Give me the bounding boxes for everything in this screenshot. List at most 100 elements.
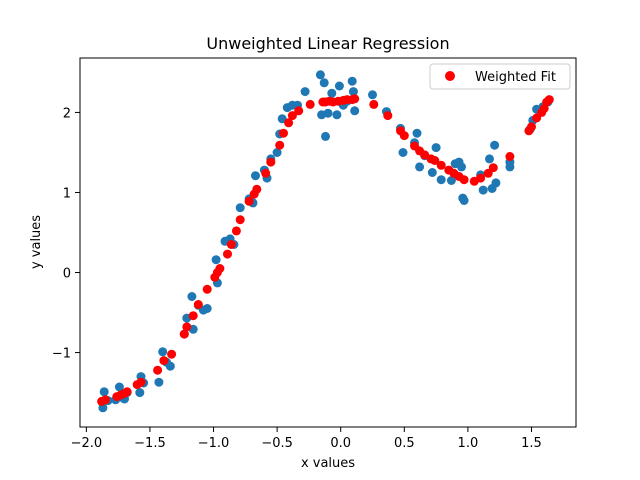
data-point <box>446 176 456 185</box>
data-point <box>305 99 315 109</box>
data-point <box>327 88 337 98</box>
data-point <box>431 143 441 153</box>
x-axis-label: x values <box>301 456 355 471</box>
data-point <box>478 185 488 195</box>
data-point <box>350 94 360 104</box>
data-point <box>231 226 241 236</box>
data-point <box>167 349 177 359</box>
y-tick-label: 0 <box>63 267 71 282</box>
x-tick-label: −1.0 <box>198 436 230 451</box>
data-point <box>275 140 285 150</box>
data-point <box>347 76 357 86</box>
data-point <box>215 264 225 273</box>
data-point <box>193 300 203 309</box>
data-point <box>527 122 536 132</box>
data-point <box>544 95 554 105</box>
chart-title: Unweighted Linear Regression <box>206 34 449 53</box>
data-point <box>179 329 189 339</box>
y-tick-label: −1 <box>52 347 71 362</box>
data-point <box>334 81 344 91</box>
data-point <box>369 99 379 109</box>
y-axis: −1 0 1 2 <box>52 106 80 362</box>
data-point <box>159 356 169 366</box>
data-point <box>135 388 145 398</box>
data-point <box>490 140 500 150</box>
data-point <box>505 152 515 161</box>
data-point <box>383 111 393 121</box>
data-point <box>187 292 197 301</box>
data-point <box>399 131 409 141</box>
data-point <box>188 311 198 321</box>
data-point <box>165 361 175 371</box>
x-tick-label: 1.0 <box>458 436 479 451</box>
legend: Weighted Fit <box>429 63 571 90</box>
data-point <box>266 157 276 167</box>
data-point <box>457 162 466 172</box>
data-point <box>427 168 437 177</box>
legend-box <box>429 63 571 90</box>
data-point <box>476 173 486 183</box>
data-point <box>244 196 254 206</box>
x-tick-label: 0.0 <box>330 436 351 451</box>
data-point <box>211 255 221 265</box>
plot-frame <box>79 57 577 428</box>
data-point <box>332 110 342 120</box>
data-point <box>287 111 297 121</box>
data-point <box>398 148 408 157</box>
data-point <box>321 131 330 141</box>
x-tick-label: −1.5 <box>134 436 166 451</box>
y-tick-label: 2 <box>63 106 71 121</box>
data-point <box>412 128 422 138</box>
x-tick-label: 1.5 <box>521 436 542 451</box>
data-point <box>122 387 132 397</box>
data-point <box>272 148 282 157</box>
data-point <box>114 382 124 392</box>
data-point <box>235 215 245 225</box>
data-point <box>158 347 168 357</box>
x-tick-label: 0.5 <box>394 436 415 451</box>
data-point <box>153 365 163 375</box>
x-tick-label: −0.5 <box>261 436 293 451</box>
data-point <box>251 171 260 181</box>
data-point <box>319 78 329 88</box>
data-point <box>323 108 333 118</box>
data-point <box>415 162 425 172</box>
data-point <box>315 70 325 80</box>
data-point <box>202 284 212 294</box>
data-point <box>279 128 288 138</box>
legend-label-weighted-fit: Weighted Fit <box>475 70 556 85</box>
x-axis: −2.0 −1.5 −1.0 −0.5 0.0 0.5 1.0 1.5 <box>71 427 542 451</box>
data-point <box>136 377 146 387</box>
legend-marker-weighted-fit <box>445 71 455 81</box>
data-point <box>154 377 164 387</box>
data-point <box>459 175 469 185</box>
data-point <box>99 387 109 397</box>
data-point <box>491 178 501 188</box>
data-point <box>350 106 360 116</box>
data-point <box>277 114 287 124</box>
data-point <box>459 196 469 205</box>
data-point <box>436 175 446 185</box>
data-point <box>488 163 498 173</box>
data-point <box>368 90 377 100</box>
data-point <box>300 87 310 97</box>
data-point <box>284 118 294 128</box>
data-point <box>182 322 192 332</box>
data-point <box>235 203 245 213</box>
data-point <box>226 240 236 249</box>
data-point <box>261 168 271 178</box>
x-tick-label: −2.0 <box>71 436 103 451</box>
data-point <box>294 106 304 116</box>
data-point <box>485 154 494 164</box>
data-point <box>100 395 110 405</box>
data-point <box>348 87 358 97</box>
data-point <box>223 249 232 259</box>
data-point <box>430 156 440 165</box>
data-point <box>436 160 446 170</box>
data-point <box>252 184 262 194</box>
y-tick-label: 1 <box>63 186 71 201</box>
data-point <box>202 304 212 313</box>
y-axis-label: y values <box>29 215 44 269</box>
plot-area <box>97 70 554 413</box>
